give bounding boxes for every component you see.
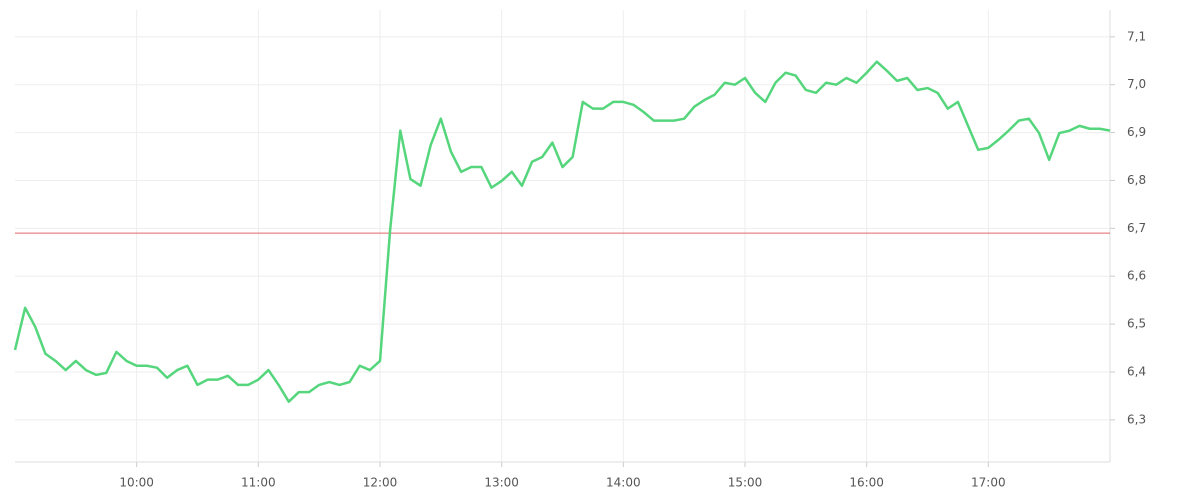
x-tick-label: 16:00 (849, 476, 884, 490)
y-tick-label: 6,6 (1127, 269, 1146, 283)
x-tick-label: 17:00 (971, 476, 1006, 490)
y-tick-label: 6,9 (1127, 125, 1146, 139)
x-tick-label: 13:00 (484, 476, 519, 490)
x-tick-label: 15:00 (728, 476, 763, 490)
y-tick-label: 7,1 (1127, 29, 1146, 43)
x-tick-label: 12:00 (363, 476, 398, 490)
x-tick-label: 14:00 (606, 476, 641, 490)
y-tick-label: 7,0 (1127, 77, 1146, 91)
y-tick-label: 6,7 (1127, 221, 1146, 235)
y-tick-label: 6,4 (1127, 364, 1146, 378)
y-tick-label: 6,8 (1127, 173, 1146, 187)
x-tick-label: 11:00 (241, 476, 276, 490)
price-line (13, 60, 1111, 403)
y-tick-label: 6,3 (1127, 412, 1146, 426)
y-tick-label: 6,5 (1127, 317, 1146, 331)
x-tick-label: 10:00 (119, 476, 154, 490)
